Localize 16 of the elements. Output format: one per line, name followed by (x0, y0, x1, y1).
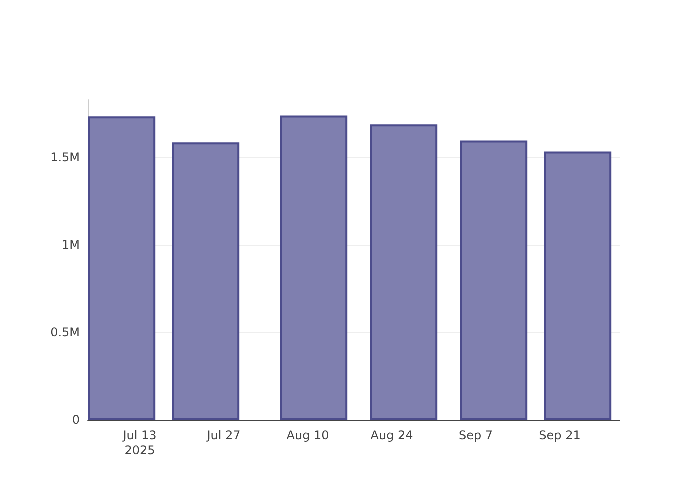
x-tick-label: Sep 21 (539, 428, 581, 442)
y-tick-label: 1.5M (50, 150, 80, 165)
x-tick-label: Aug 24 (370, 428, 414, 442)
y-tick-label: 1M (62, 238, 80, 252)
bar (280, 116, 348, 420)
bar (370, 124, 438, 420)
x-tick-label: Jul 13 2025 (122, 428, 157, 458)
x-tick-label: Jul 27 (206, 428, 241, 442)
bar (172, 142, 240, 420)
y-tick-label: 0.5M (50, 326, 80, 340)
bar (544, 152, 612, 420)
y-tick-label: 0 (72, 413, 80, 427)
bar (88, 116, 156, 420)
bar (460, 140, 528, 420)
x-tick-label: Sep 7 (458, 428, 494, 442)
x-tick-label: Aug 10 (286, 428, 330, 442)
